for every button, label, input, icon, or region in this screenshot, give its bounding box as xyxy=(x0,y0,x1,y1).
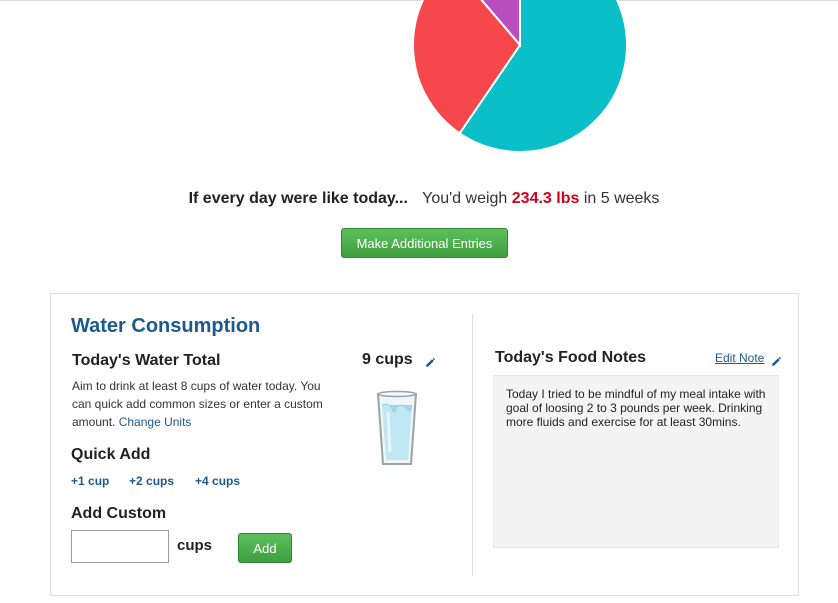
projected-weight: 234.3 lbs xyxy=(511,190,580,207)
food-notes-box: Today I tried to be mindful of my meal i… xyxy=(493,375,779,548)
custom-cups-input[interactable] xyxy=(71,530,169,563)
water-description: Aim to drink at least 8 cups of water to… xyxy=(72,377,337,431)
add-custom-heading: Add Custom xyxy=(71,505,167,522)
make-additional-entries-button[interactable]: Make Additional Entries xyxy=(341,228,508,258)
top-divider xyxy=(0,0,838,1)
quick-add-4-cups[interactable]: +4 cups xyxy=(195,474,241,488)
water-glass-icon xyxy=(376,390,418,465)
calorie-pie-chart xyxy=(412,0,628,153)
panel-divider xyxy=(472,314,473,576)
pencil-icon[interactable] xyxy=(770,353,782,371)
pie-slice-1 xyxy=(412,0,522,135)
water-cups-total: 9 cups xyxy=(362,351,413,368)
pie-slice-0 xyxy=(458,0,628,153)
food-notes-title: Today's Food Notes xyxy=(495,349,647,366)
projection-lead: If every day were like today... xyxy=(188,190,408,207)
projection-prefix: You'd weigh xyxy=(422,190,508,207)
custom-cups-unit: cups xyxy=(177,537,213,554)
edit-note-link[interactable]: Edit Note xyxy=(715,351,765,365)
water-consumption-title: Water Consumption xyxy=(71,315,261,337)
add-water-button[interactable]: Add xyxy=(238,533,292,563)
projection-suffix: in 5 weeks xyxy=(583,190,660,207)
pie-slice-2 xyxy=(480,0,521,48)
quick-add-1-cup[interactable]: +1 cup xyxy=(71,474,110,488)
change-units-link[interactable]: Change Units xyxy=(118,415,192,429)
pencil-icon[interactable] xyxy=(424,354,436,372)
weight-projection: If every day were like today... You'd we… xyxy=(0,190,838,208)
quick-add-heading: Quick Add xyxy=(71,446,151,463)
quick-add-2-cups[interactable]: +2 cups xyxy=(129,474,175,488)
water-description-text: Aim to drink at least 8 cups of water to… xyxy=(72,379,323,429)
water-total-heading: Today's Water Total xyxy=(72,352,221,369)
water-and-notes-panel: Water Consumption Today's Water Total Ai… xyxy=(50,293,799,596)
